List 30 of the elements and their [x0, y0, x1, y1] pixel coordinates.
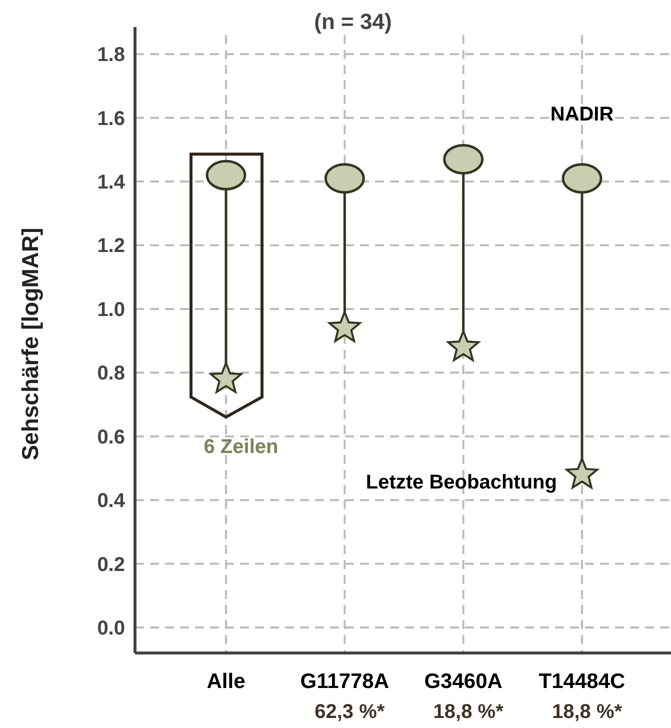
- chart-title: (n = 34): [314, 9, 392, 34]
- y-tick-label: 0.0: [97, 618, 125, 640]
- y-tick-label: 0.2: [97, 554, 125, 576]
- y-tick-label: 1.4: [97, 172, 126, 194]
- y-tick-label: 1.2: [97, 235, 125, 258]
- series-label: Letzte Beobachtung: [366, 472, 557, 494]
- point: [562, 163, 602, 194]
- text: NADIR: [550, 103, 614, 126]
- annotation: 6 Zeilen: [204, 436, 278, 458]
- point: [324, 163, 365, 194]
- point: [206, 160, 246, 190]
- point: [447, 330, 480, 362]
- x-tick-label: T14484C: [538, 670, 626, 693]
- text: 62,3 %*: [314, 701, 385, 723]
- point: [443, 144, 484, 174]
- text: 18,8 %*: [433, 701, 504, 723]
- y-axis-title: Sehschärfe [logMAR]: [17, 228, 43, 460]
- y-tick-label: 1.8: [97, 44, 125, 66]
- point: [210, 362, 242, 393]
- y-tick-label: 0.4: [97, 490, 126, 512]
- x-tick-label: G11778A: [300, 670, 390, 693]
- y-tick-label: 1.6: [97, 108, 125, 130]
- point: [566, 458, 598, 489]
- x-tick-label: Alle: [206, 670, 246, 693]
- text: 18,8 %*: [552, 701, 622, 723]
- point: [328, 311, 361, 342]
- y-tick-label: 1.0: [97, 298, 125, 321]
- y-tick-label: 0.8: [97, 362, 125, 385]
- y-tick-label: 0.6: [97, 426, 125, 448]
- x-tick-label: G3460A: [424, 670, 502, 693]
